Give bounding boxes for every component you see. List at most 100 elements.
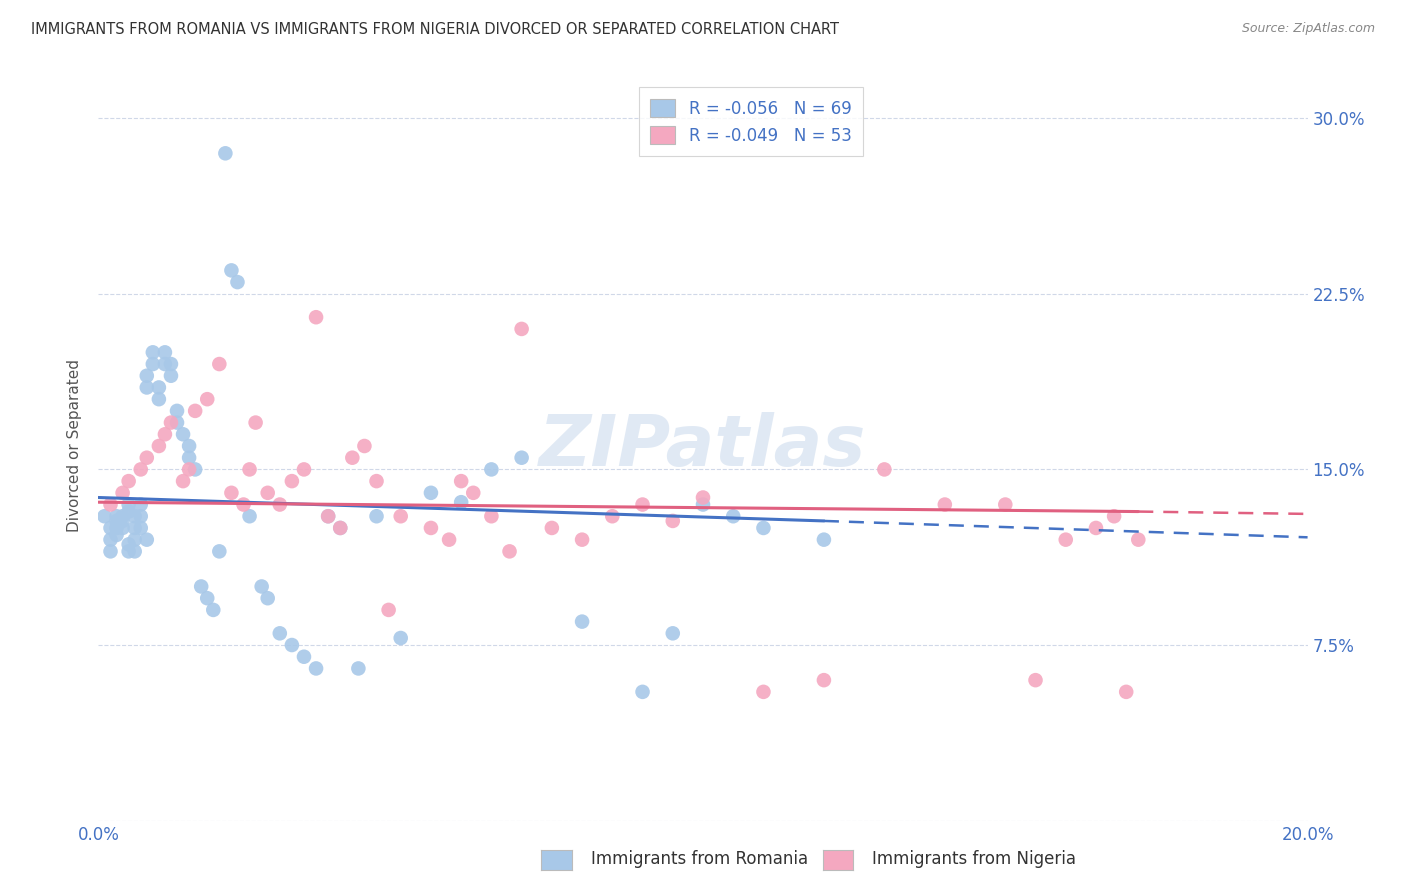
Point <box>100 498 122 512</box>
Point <box>214 146 236 161</box>
Point <box>105 521 128 535</box>
Point <box>305 310 328 325</box>
Text: ZIPatlas: ZIPatlas <box>540 411 866 481</box>
Point <box>571 615 593 629</box>
Point <box>172 427 194 442</box>
Text: Immigrants from Nigeria: Immigrants from Nigeria <box>872 850 1076 868</box>
Point <box>118 544 141 558</box>
Point <box>481 462 503 476</box>
Point <box>873 462 896 476</box>
Point <box>752 521 775 535</box>
Point <box>111 485 134 500</box>
Point <box>510 450 533 465</box>
Point <box>269 498 291 512</box>
Point <box>221 485 243 500</box>
Point <box>93 509 115 524</box>
Point <box>124 521 146 535</box>
Point <box>366 509 388 524</box>
Point <box>129 509 152 524</box>
Point <box>1054 533 1077 547</box>
Point <box>281 638 304 652</box>
Point <box>160 368 183 383</box>
Text: IMMIGRANTS FROM ROMANIA VS IMMIGRANTS FROM NIGERIA DIVORCED OR SEPARATED CORRELA: IMMIGRANTS FROM ROMANIA VS IMMIGRANTS FR… <box>31 22 839 37</box>
Point <box>389 631 412 645</box>
Point <box>105 514 128 528</box>
Point <box>148 439 170 453</box>
Point <box>250 580 273 594</box>
Point <box>1128 533 1150 547</box>
Point <box>153 345 176 359</box>
Point <box>208 544 231 558</box>
Point <box>202 603 225 617</box>
Point <box>135 380 157 394</box>
Point <box>153 357 176 371</box>
Point <box>540 521 562 535</box>
Point <box>135 533 157 547</box>
Point <box>347 661 370 675</box>
Point <box>1024 673 1046 688</box>
Point <box>100 533 122 547</box>
Point <box>118 474 141 488</box>
Point <box>353 439 375 453</box>
Point <box>1085 521 1108 535</box>
Point <box>195 392 218 407</box>
Point <box>111 509 134 524</box>
Point <box>221 263 243 277</box>
Point <box>450 474 472 488</box>
Point <box>420 485 443 500</box>
Point <box>179 450 201 465</box>
Point <box>813 533 835 547</box>
Point <box>239 509 262 524</box>
Point <box>292 649 315 664</box>
Point <box>305 661 328 675</box>
Point <box>661 626 683 640</box>
Text: Source: ZipAtlas.com: Source: ZipAtlas.com <box>1241 22 1375 36</box>
Point <box>124 509 146 524</box>
Point <box>118 537 141 551</box>
Point <box>1115 685 1137 699</box>
Point <box>160 416 183 430</box>
Point <box>172 474 194 488</box>
Point <box>100 521 122 535</box>
Point <box>510 322 533 336</box>
Point <box>934 498 956 512</box>
Point <box>316 509 339 524</box>
Point <box>166 416 188 430</box>
Point <box>129 498 152 512</box>
Point <box>118 498 141 512</box>
Point <box>437 533 460 547</box>
Point <box>111 521 134 535</box>
Point <box>316 509 339 524</box>
Point <box>208 357 231 371</box>
Point <box>450 495 472 509</box>
Point <box>281 474 304 488</box>
Point <box>498 544 520 558</box>
Point <box>148 380 170 394</box>
Point <box>329 521 352 535</box>
Point <box>692 498 714 512</box>
Point <box>226 275 249 289</box>
Point <box>377 603 399 617</box>
Point <box>292 462 315 476</box>
Point <box>329 521 352 535</box>
Point <box>463 485 485 500</box>
Legend: R = -0.056   N = 69, R = -0.049   N = 53: R = -0.056 N = 69, R = -0.049 N = 53 <box>638 87 863 156</box>
Point <box>129 521 152 535</box>
Point <box>142 345 165 359</box>
Point <box>994 498 1017 512</box>
Point <box>813 673 835 688</box>
Point <box>111 514 134 528</box>
Point <box>631 498 654 512</box>
Point <box>1102 509 1125 524</box>
Point <box>661 514 683 528</box>
Point <box>100 544 122 558</box>
Point <box>118 505 141 519</box>
Point <box>179 439 201 453</box>
Point <box>256 591 278 606</box>
Point <box>184 404 207 418</box>
Point <box>129 462 152 476</box>
Point <box>148 392 170 407</box>
Point <box>692 491 714 505</box>
Point <box>631 685 654 699</box>
Point <box>105 528 128 542</box>
